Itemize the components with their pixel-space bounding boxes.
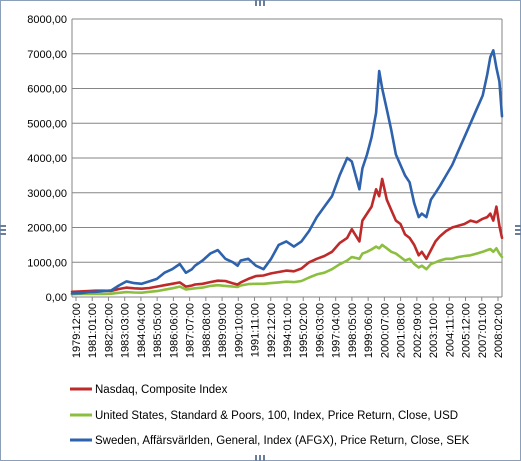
x-tick-label: 1984:04:00 xyxy=(136,303,148,358)
x-tick-label: 1979:12:00 xyxy=(71,303,83,358)
y-tick-label: 4000,00 xyxy=(27,153,67,165)
x-tick-label: 1992:12:00 xyxy=(266,303,278,358)
x-tick-label: 1989:09:00 xyxy=(217,303,229,358)
x-tick-label: 2003:10:00 xyxy=(428,303,440,358)
x-tick-label: 2005:12:00 xyxy=(461,303,473,358)
y-tick-label: 5000,00 xyxy=(27,118,67,130)
x-tick-label: 1995:02:00 xyxy=(298,303,310,358)
x-tick-label: 1996:03:00 xyxy=(314,303,326,358)
x-tick-label: 1994:01:00 xyxy=(282,303,294,358)
x-tick-label: 1981:01:00 xyxy=(87,303,99,358)
x-tick-label: 2004:11:00 xyxy=(444,303,456,357)
y-tick-label: 1000,00 xyxy=(27,257,67,269)
x-tick-label: 2008:02:00 xyxy=(493,303,505,358)
resize-handle-left[interactable] xyxy=(0,225,6,235)
y-tick-label: 0,00 xyxy=(46,292,67,304)
y-tick-label: 7000,00 xyxy=(27,49,67,61)
x-tick-label: 1999:06:00 xyxy=(363,303,375,358)
resize-handle-top[interactable] xyxy=(255,0,265,6)
y-tick-label: 8000,00 xyxy=(27,14,67,26)
y-tick-label: 3000,00 xyxy=(27,188,67,200)
x-tick-label: 1988:08:00 xyxy=(201,303,213,358)
x-tick-label: 1982:02:00 xyxy=(103,303,115,358)
x-tick-label: 1998:05:00 xyxy=(347,303,359,358)
x-tick-label: 2002:09:00 xyxy=(412,303,424,358)
x-tick-label: 1985:05:00 xyxy=(152,303,164,358)
x-tick-label: 1986:06:00 xyxy=(168,303,180,358)
x-tick-label: 2007:01:00 xyxy=(477,303,489,358)
x-tick-label: 1983:03:00 xyxy=(120,303,132,358)
x-tick-label: 1987:07:00 xyxy=(185,303,197,358)
x-tick-label: 2000:07:00 xyxy=(379,303,391,358)
y-tick-label: 6000,00 xyxy=(27,84,67,96)
series-line xyxy=(70,243,504,296)
legend-entry: Sweden, Affärsvärlden, General, Index (A… xyxy=(95,435,470,447)
x-tick-label: 1997:04:00 xyxy=(331,303,343,358)
x-tick-label: 1991:11:00 xyxy=(250,303,262,357)
resize-handle-bottom[interactable] xyxy=(255,455,265,461)
series-line xyxy=(70,177,504,294)
legend-entry: United States, Standard & Poors, 100, In… xyxy=(95,410,458,422)
y-tick-label: 2000,00 xyxy=(27,223,67,235)
x-tick-label: 1990:10:00 xyxy=(233,303,245,358)
legend-entry: Nasdaq, Composite Index xyxy=(95,384,228,396)
series-line xyxy=(70,48,504,295)
x-tick-label: 2001:08:00 xyxy=(396,303,408,358)
resize-handle-right[interactable] xyxy=(515,225,521,235)
